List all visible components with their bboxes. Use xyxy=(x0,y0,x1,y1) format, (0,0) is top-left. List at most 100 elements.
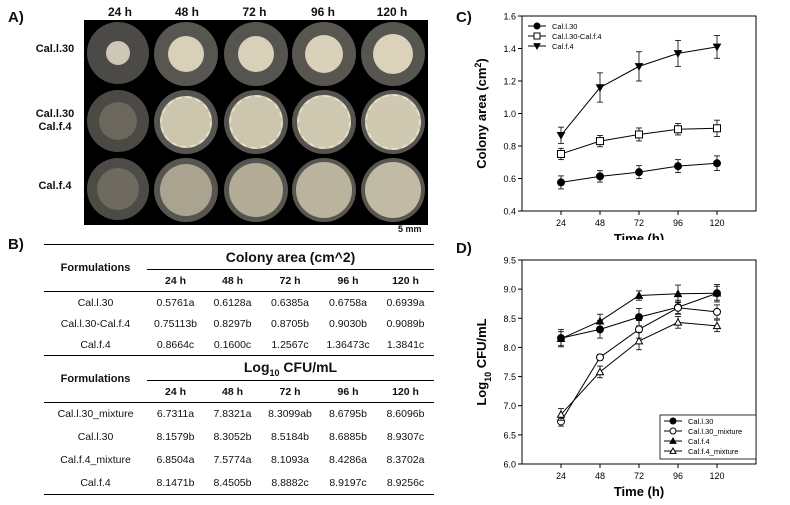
table-cell: 8.6096b xyxy=(386,408,425,421)
data-point xyxy=(635,130,643,139)
hour-header: 96 h xyxy=(337,385,359,398)
data-point xyxy=(713,307,721,316)
data-point xyxy=(533,43,541,51)
petri-dish xyxy=(87,22,149,84)
y-tick-label: 6.0 xyxy=(503,460,516,470)
table-cell: 1.2567c xyxy=(271,338,309,351)
data-point xyxy=(673,50,683,58)
x-axis-label: Time (h) xyxy=(614,231,664,240)
data-point xyxy=(713,124,721,133)
scale-bar-label: 5 mm xyxy=(398,224,422,234)
data-point xyxy=(669,436,677,444)
petri-dish xyxy=(87,90,149,152)
table-cell: 0.75113b xyxy=(153,317,197,330)
panel-label-a: A) xyxy=(8,9,24,26)
y-tick-label: 0.4 xyxy=(503,207,516,217)
data-point xyxy=(674,162,682,171)
table-cell: 8.4505b xyxy=(213,476,252,489)
petri-dish-photo-grid xyxy=(84,20,428,225)
data-point xyxy=(713,159,721,168)
table-cell: 1.36473c xyxy=(326,338,370,351)
table-cell: 0.8664c xyxy=(156,338,195,351)
data-point xyxy=(634,336,644,345)
data-point xyxy=(669,427,677,435)
table-cell: 8.9197c xyxy=(329,476,367,489)
photo-column-header: 96 h xyxy=(310,5,335,19)
table-cell: 0.8297b xyxy=(213,317,252,330)
y-axis-label: Colony area (cm2) xyxy=(473,58,489,169)
table-cell: 6.7311a xyxy=(156,408,195,421)
hour-header: 24 h xyxy=(164,385,186,398)
panel-label-c: C) xyxy=(456,9,472,26)
data-point xyxy=(596,353,604,362)
hour-header: 72 h xyxy=(279,274,301,287)
row-name: Cal.l.30 xyxy=(77,296,114,309)
y-tick-label: 7.5 xyxy=(503,372,516,382)
data-point xyxy=(674,303,682,312)
table-row: Cal.f.4 0.8664c 0.1600c 1.2567c 1.36473c… xyxy=(44,334,434,356)
data-point xyxy=(533,32,541,40)
x-tick-label: 96 xyxy=(673,471,683,481)
x-tick-label: 24 xyxy=(556,471,566,481)
formulations-header: Formulations xyxy=(44,355,147,403)
photo-column-header: 72 h xyxy=(242,5,267,19)
table-cell: 8.4286a xyxy=(329,454,367,466)
x-tick-label: 48 xyxy=(595,471,605,481)
photo-column-header: 48 h xyxy=(174,5,199,19)
data-point xyxy=(596,172,604,181)
cfu-title: Log10 CFU/mL xyxy=(147,355,434,381)
data-point xyxy=(673,317,683,326)
table-cell: 0.6758a xyxy=(329,296,367,309)
data-point xyxy=(635,313,643,322)
table-cell: 0.5761a xyxy=(156,296,195,309)
table-cell: 8.3702a xyxy=(386,454,425,466)
legend-label: Cal.f.4 xyxy=(552,42,574,51)
table-cell: 0.1600c xyxy=(213,338,252,351)
row-name: Cal.l.30_mixture xyxy=(57,408,134,421)
y-tick-label: 1.4 xyxy=(503,44,516,54)
cfu-title-main: Log xyxy=(243,358,270,375)
photo-row-label-line: Cal.l.30 xyxy=(35,108,75,120)
cfu-title-rest: CFU/mL xyxy=(279,358,338,375)
x-tick-label: 120 xyxy=(709,218,724,228)
panel-label-d: D) xyxy=(456,240,472,257)
table-cell: 8.8882c xyxy=(271,476,309,489)
data-point xyxy=(712,43,722,52)
table-cell: 8.1579b xyxy=(156,431,195,443)
petri-dish xyxy=(224,158,288,222)
scale-bar xyxy=(402,222,428,223)
row-name: Cal.l.30 xyxy=(77,431,114,443)
table-cell: 0.9089b xyxy=(386,317,425,330)
x-tick-label: 24 xyxy=(556,218,566,228)
y-tick-label: 0.6 xyxy=(503,174,516,184)
petri-dish xyxy=(361,90,425,154)
table-row: Cal.l.30 8.1579b 8.3052b 8.5184b 8.6885b… xyxy=(44,426,434,449)
table-cell: 0.6939a xyxy=(386,296,425,309)
photo-row-label: Cal.l.30 xyxy=(22,43,88,56)
table-cell: 7.8321a xyxy=(213,408,252,421)
hour-header: 48 h xyxy=(221,274,243,287)
data-point xyxy=(595,316,605,325)
petri-dish xyxy=(87,158,149,220)
legend-label: Cal.f.4 xyxy=(688,437,710,446)
hour-header: 120 h xyxy=(392,274,419,287)
y-tick-label: 1.6 xyxy=(503,12,516,22)
photo-column-header: 24 h xyxy=(107,5,132,19)
petri-dish xyxy=(292,22,356,86)
y-tick-label: 8.0 xyxy=(503,343,516,353)
y-tick-label: 6.5 xyxy=(503,430,516,440)
table-row: Cal.l.30-Cal.f.4 0.75113b 0.8297b 0.8705… xyxy=(44,313,434,334)
data-point xyxy=(673,289,683,298)
photo-row-label-line: Cal.l.30 xyxy=(35,43,75,55)
table-cell: 1.3841c xyxy=(386,338,425,351)
petri-dish xyxy=(292,158,356,222)
table-cell: 0.6128a xyxy=(213,296,252,309)
table-cell: 8.3099ab xyxy=(268,408,312,421)
data-point xyxy=(556,334,566,342)
row-name: Cal.f.4 xyxy=(80,476,111,489)
data-point xyxy=(533,22,541,30)
table-cell: 0.9030b xyxy=(329,317,367,330)
photo-row-label-line: Cal.f.4 xyxy=(38,121,72,133)
petri-dish xyxy=(154,22,218,86)
panel-label-b: B) xyxy=(8,236,24,253)
